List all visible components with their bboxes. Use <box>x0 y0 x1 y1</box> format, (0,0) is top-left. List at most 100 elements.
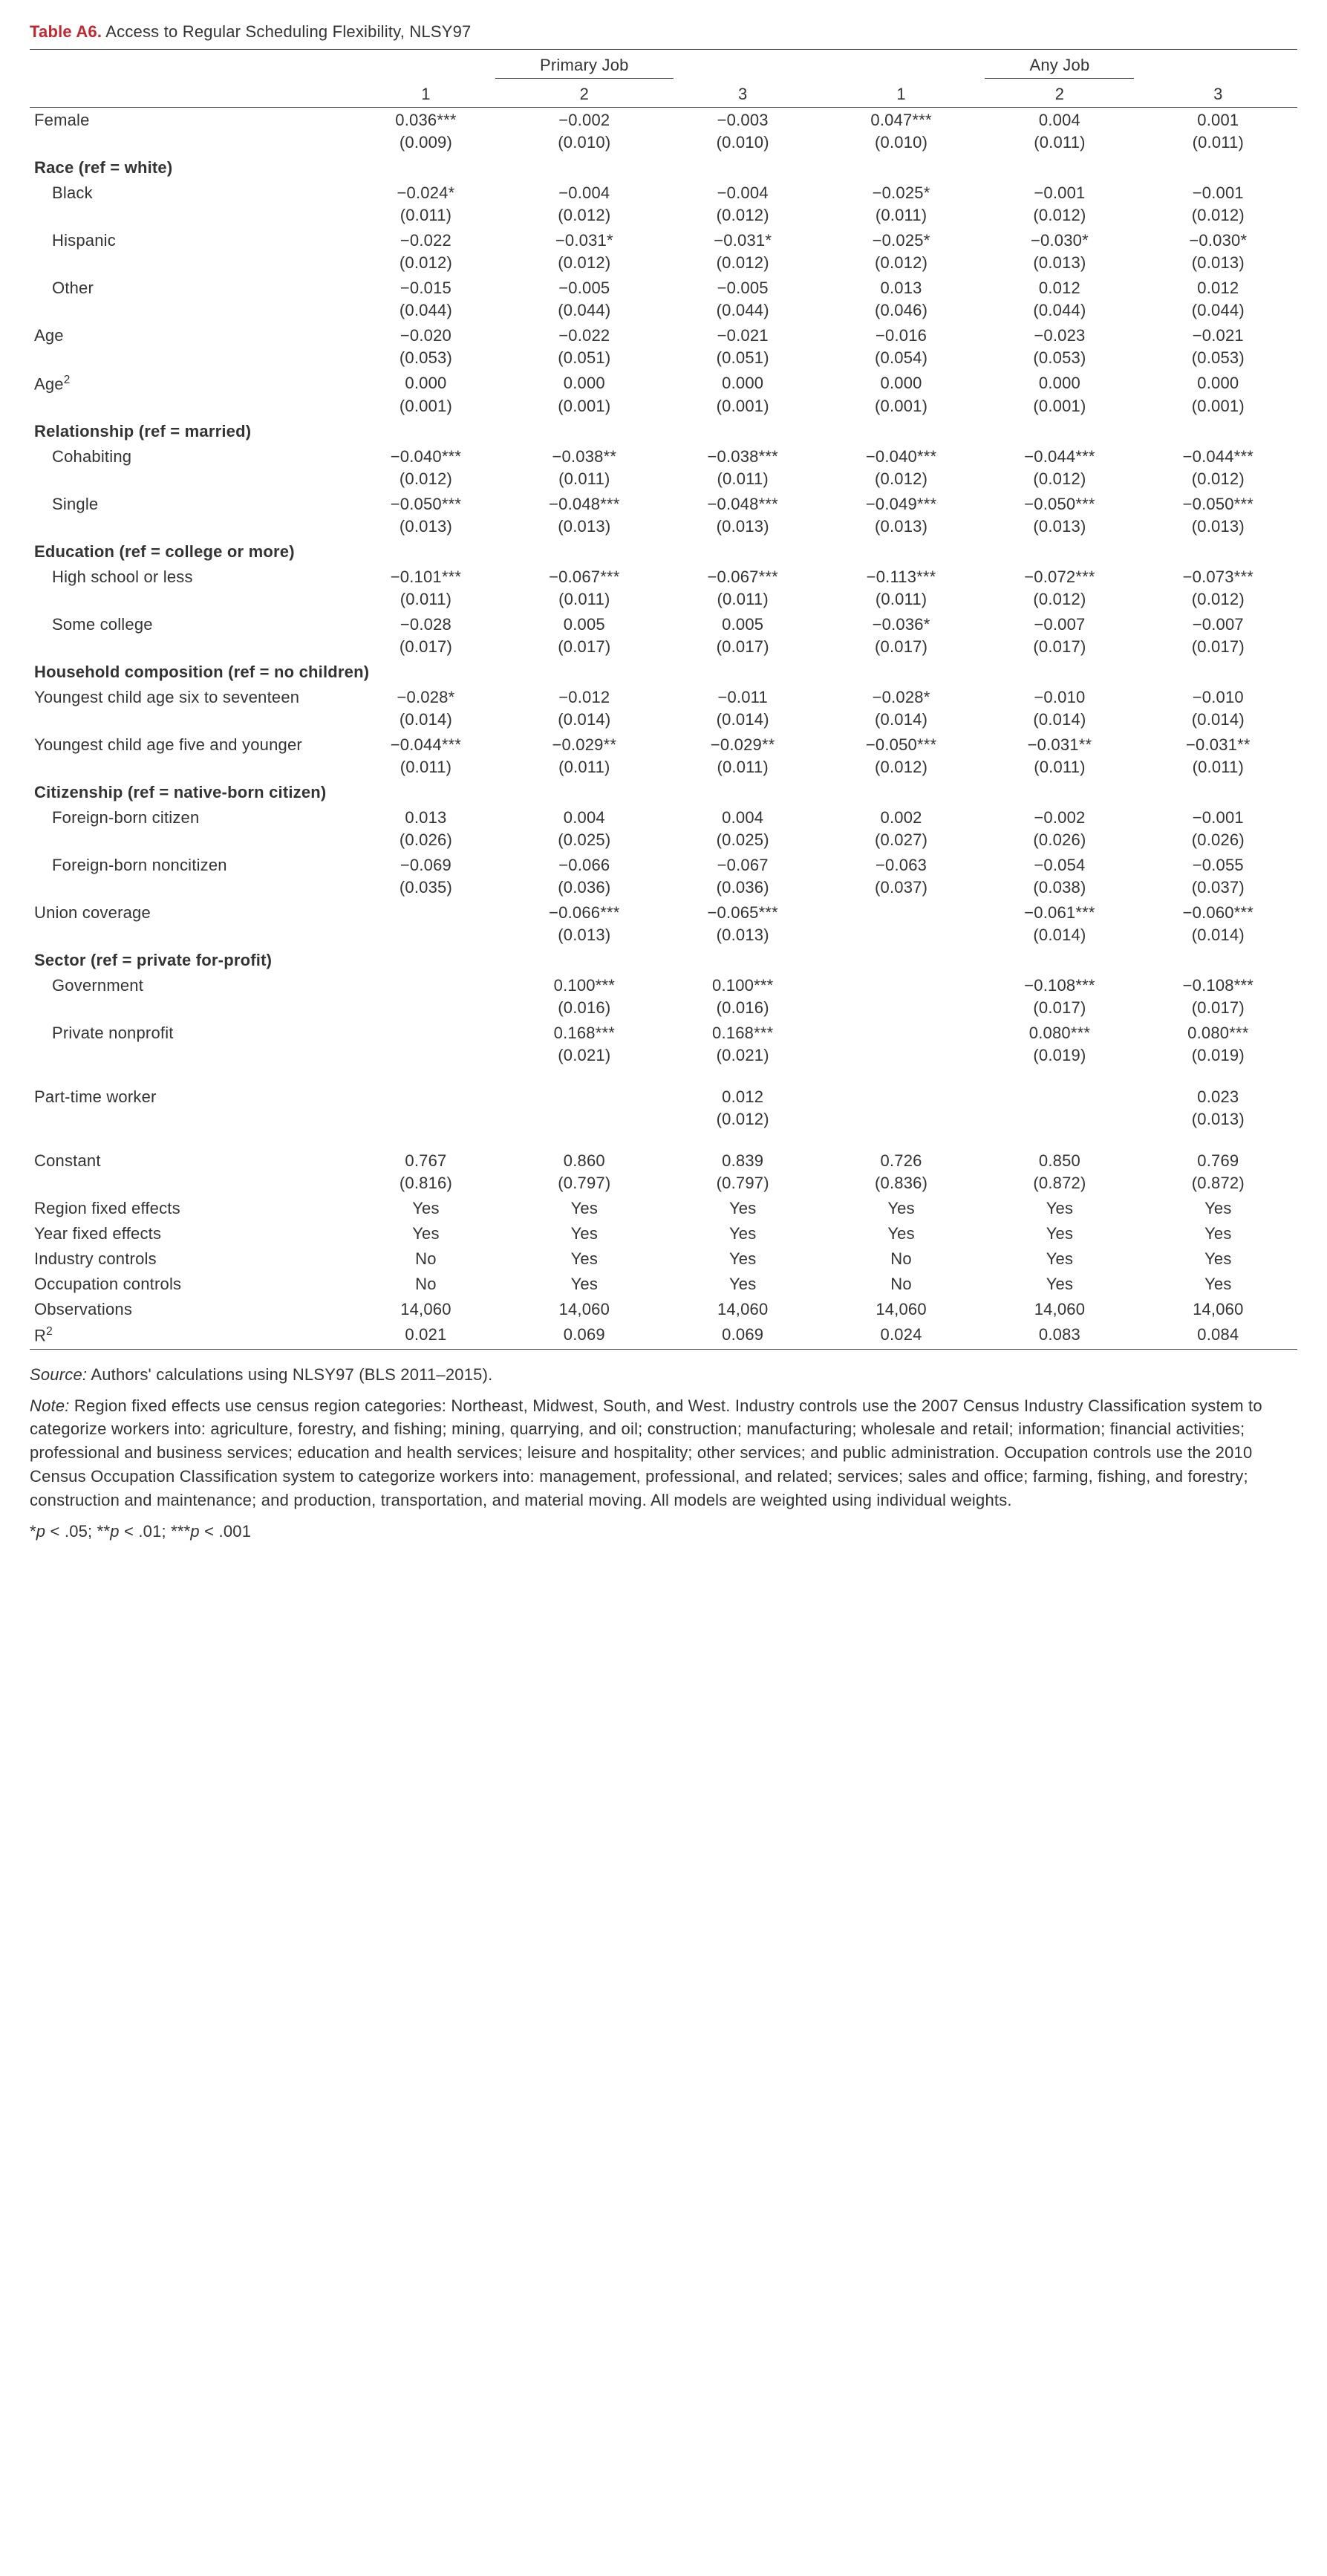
coef-cell: −0.001 <box>1139 180 1297 206</box>
se-cell: (0.036) <box>505 878 663 900</box>
coef-cell: −0.044*** <box>1139 444 1297 469</box>
coef-cell: −0.069 <box>347 853 505 878</box>
se-cell: (0.026) <box>980 830 1138 853</box>
coef-cell: −0.021 <box>1139 323 1297 348</box>
coef-cell: −0.011 <box>664 685 822 710</box>
table-row: (0.035)(0.036)(0.036)(0.037)(0.038)(0.03… <box>30 878 1297 900</box>
se-cell: (0.011) <box>347 590 505 612</box>
row-label: Union coverage <box>30 900 347 926</box>
table-row: Relationship (ref = married) <box>30 419 1297 444</box>
table-row: Cohabiting−0.040***−0.038**−0.038***−0.0… <box>30 444 1297 469</box>
table-row: (0.011)(0.011)(0.011)(0.012)(0.011)(0.01… <box>30 758 1297 780</box>
se-cell: (0.013) <box>1139 1110 1297 1132</box>
coef-cell: −0.031** <box>1139 732 1297 758</box>
se-cell <box>347 998 505 1021</box>
se-cell: (0.017) <box>980 637 1138 660</box>
se-cell: (0.016) <box>664 998 822 1021</box>
table-row: (0.014)(0.014)(0.014)(0.014)(0.014)(0.01… <box>30 710 1297 732</box>
se-cell: (0.013) <box>664 517 822 539</box>
col-header: 2 <box>505 82 663 108</box>
se-cell: (0.051) <box>664 348 822 371</box>
se-cell: (0.014) <box>664 710 822 732</box>
row-label: Female <box>30 108 347 134</box>
coef-cell: −0.044*** <box>980 444 1138 469</box>
stat-cell: No <box>822 1272 980 1297</box>
se-cell: (0.012) <box>347 469 505 492</box>
coef-cell: 0.036*** <box>347 108 505 134</box>
se-cell: (0.013) <box>1139 517 1297 539</box>
stat-cell: 0.069 <box>505 1322 663 1349</box>
coef-cell: −0.050*** <box>347 492 505 517</box>
col-header: 1 <box>822 82 980 108</box>
coef-cell: −0.023 <box>980 323 1138 348</box>
stat-cell: No <box>347 1272 505 1297</box>
coef-cell: −0.108*** <box>1139 973 1297 998</box>
se-cell: (0.046) <box>822 301 980 323</box>
se-cell <box>822 1046 980 1068</box>
row-label: Single <box>30 492 347 517</box>
se-cell: (0.053) <box>980 348 1138 371</box>
se-cell: (0.019) <box>980 1046 1138 1068</box>
se-cell <box>822 1110 980 1132</box>
stat-cell: 0.084 <box>1139 1322 1297 1349</box>
table-row: Year fixed effectsYesYesYesYesYesYes <box>30 1221 1297 1246</box>
col-header: 3 <box>664 82 822 108</box>
se-cell: (0.012) <box>822 469 980 492</box>
stat-cell: Yes <box>980 1272 1138 1297</box>
coef-cell: 0.000 <box>347 371 505 397</box>
coef-cell: −0.038** <box>505 444 663 469</box>
table-row: (0.012)(0.012)(0.012)(0.012)(0.013)(0.01… <box>30 253 1297 276</box>
se-cell: (0.044) <box>980 301 1138 323</box>
coef-cell: 0.168*** <box>505 1021 663 1046</box>
se-cell: (0.013) <box>505 926 663 948</box>
coef-cell: −0.048*** <box>664 492 822 517</box>
coef-cell: −0.031* <box>505 228 663 253</box>
coef-cell: −0.066*** <box>505 900 663 926</box>
coef-cell: 0.860 <box>505 1148 663 1174</box>
se-cell: (0.001) <box>1139 397 1297 419</box>
stat-cell: Yes <box>1139 1196 1297 1221</box>
se-cell <box>505 1110 663 1132</box>
coef-cell: −0.020 <box>347 323 505 348</box>
table-row: Observations14,06014,06014,06014,06014,0… <box>30 1297 1297 1322</box>
se-cell: (0.044) <box>664 301 822 323</box>
se-cell: (0.012) <box>505 253 663 276</box>
row-label: High school or less <box>30 565 347 590</box>
table-row: Age−0.020−0.022−0.021−0.016−0.023−0.021 <box>30 323 1297 348</box>
se-cell: (0.016) <box>505 998 663 1021</box>
stat-cell: Yes <box>347 1221 505 1246</box>
se-cell: (0.011) <box>664 469 822 492</box>
se-cell: (0.011) <box>505 469 663 492</box>
se-cell: (0.017) <box>1139 637 1297 660</box>
se-cell: (0.001) <box>664 397 822 419</box>
coef-cell <box>347 1021 505 1046</box>
se-cell: (0.012) <box>505 206 663 228</box>
coef-cell: 0.047*** <box>822 108 980 134</box>
coef-cell: −0.108*** <box>980 973 1138 998</box>
coef-cell: −0.044*** <box>347 732 505 758</box>
coef-cell: −0.005 <box>505 276 663 301</box>
coef-cell: 0.000 <box>664 371 822 397</box>
row-label: Black <box>30 180 347 206</box>
row-label: Occupation controls <box>30 1272 347 1297</box>
note-label: Note: <box>30 1396 70 1415</box>
coef-cell: −0.003 <box>664 108 822 134</box>
se-cell: (0.014) <box>1139 710 1297 732</box>
se-cell: (0.017) <box>347 637 505 660</box>
se-cell: (0.011) <box>980 133 1138 155</box>
row-label: Hispanic <box>30 228 347 253</box>
se-cell: (0.026) <box>1139 830 1297 853</box>
coef-cell: 0.023 <box>1139 1084 1297 1110</box>
coef-cell: −0.101*** <box>347 565 505 590</box>
coef-cell: 0.013 <box>347 805 505 830</box>
table-row: Constant0.7670.8600.8390.7260.8500.769 <box>30 1148 1297 1174</box>
se-cell: (0.013) <box>664 926 822 948</box>
coef-cell: 0.005 <box>664 612 822 637</box>
coef-cell <box>822 1084 980 1110</box>
coef-cell: −0.021 <box>664 323 822 348</box>
col-header: 2 <box>980 82 1138 108</box>
table-row: (0.053)(0.051)(0.051)(0.054)(0.053)(0.05… <box>30 348 1297 371</box>
col-header: 1 <box>347 82 505 108</box>
coef-cell: 0.012 <box>1139 276 1297 301</box>
se-cell <box>347 1046 505 1068</box>
